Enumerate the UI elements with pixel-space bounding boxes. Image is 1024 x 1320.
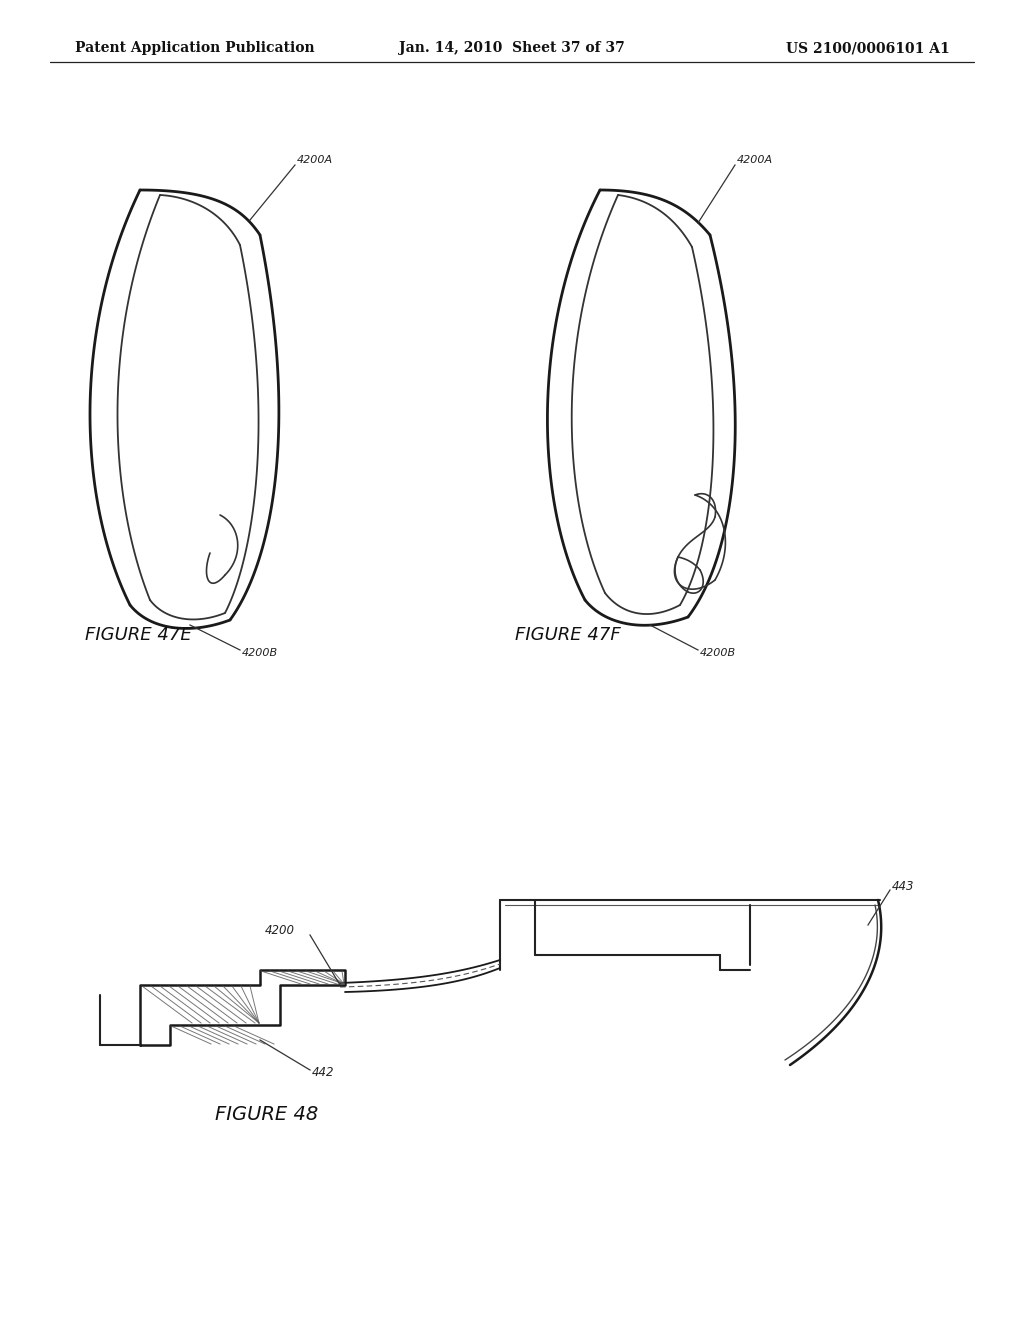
Text: FIGURE 47F: FIGURE 47F bbox=[515, 626, 621, 644]
Text: FIGURE 47E: FIGURE 47E bbox=[85, 626, 191, 644]
Text: 443: 443 bbox=[892, 880, 914, 894]
Text: 4200B: 4200B bbox=[242, 648, 279, 657]
Text: 4200: 4200 bbox=[265, 924, 295, 936]
Text: 4200A: 4200A bbox=[297, 154, 333, 165]
Text: 4200A: 4200A bbox=[737, 154, 773, 165]
Text: US 2100/0006101 A1: US 2100/0006101 A1 bbox=[786, 41, 950, 55]
Text: 4200B: 4200B bbox=[700, 648, 736, 657]
Text: Patent Application Publication: Patent Application Publication bbox=[75, 41, 314, 55]
Text: 442: 442 bbox=[312, 1065, 335, 1078]
Text: Jan. 14, 2010  Sheet 37 of 37: Jan. 14, 2010 Sheet 37 of 37 bbox=[399, 41, 625, 55]
Text: FIGURE 48: FIGURE 48 bbox=[215, 1106, 318, 1125]
